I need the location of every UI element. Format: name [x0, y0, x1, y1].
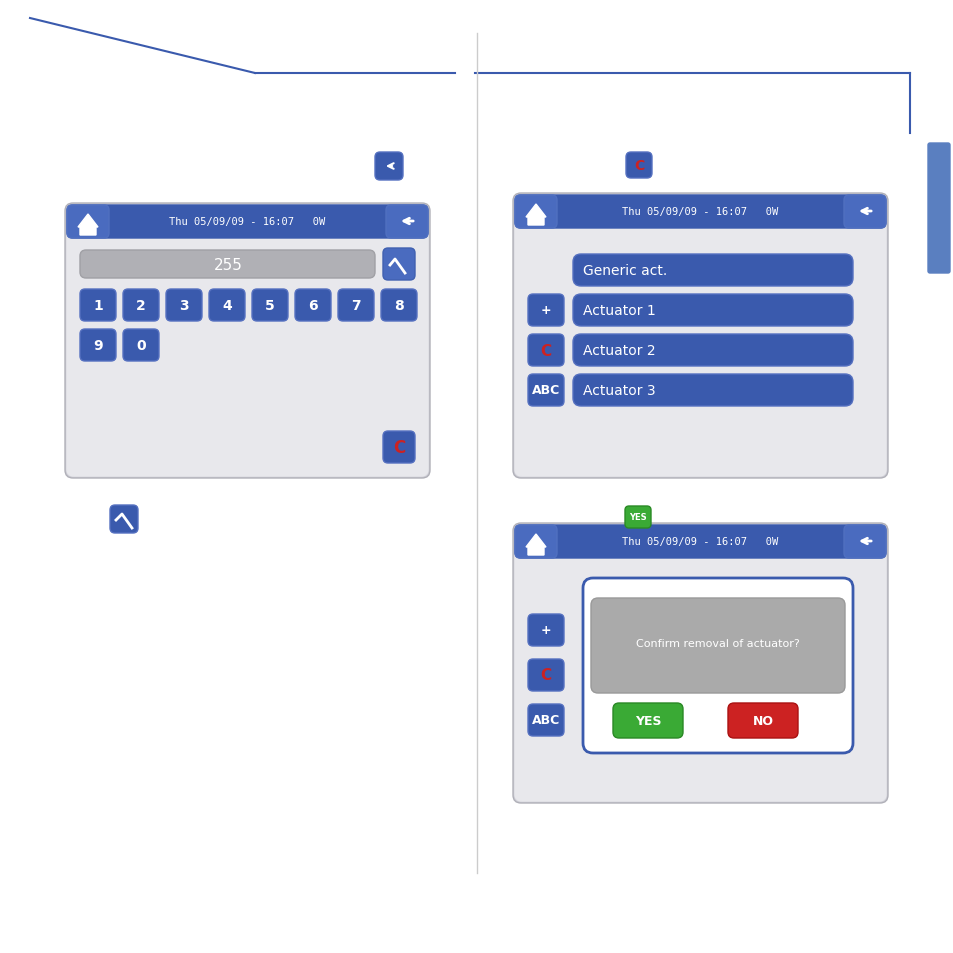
Text: 1: 1 — [93, 298, 103, 313]
Text: 8: 8 — [394, 298, 403, 313]
Text: 3: 3 — [179, 298, 189, 313]
FancyBboxPatch shape — [515, 525, 557, 558]
FancyBboxPatch shape — [515, 195, 557, 229]
FancyBboxPatch shape — [209, 290, 245, 322]
FancyBboxPatch shape — [337, 290, 374, 322]
FancyBboxPatch shape — [80, 330, 116, 361]
Text: YES: YES — [629, 513, 646, 522]
FancyBboxPatch shape — [166, 290, 202, 322]
Text: C: C — [633, 159, 643, 172]
FancyBboxPatch shape — [123, 290, 159, 322]
FancyBboxPatch shape — [252, 290, 288, 322]
FancyBboxPatch shape — [380, 290, 416, 322]
FancyBboxPatch shape — [527, 659, 563, 691]
FancyBboxPatch shape — [80, 290, 116, 322]
Text: YES: YES — [634, 715, 660, 728]
Text: 4: 4 — [222, 298, 232, 313]
Polygon shape — [78, 214, 98, 235]
FancyBboxPatch shape — [727, 703, 797, 739]
FancyBboxPatch shape — [843, 525, 885, 558]
FancyBboxPatch shape — [573, 375, 852, 407]
FancyBboxPatch shape — [625, 152, 651, 179]
FancyBboxPatch shape — [515, 195, 885, 229]
Text: C: C — [393, 438, 405, 456]
FancyBboxPatch shape — [515, 525, 885, 801]
Text: NO: NO — [752, 715, 773, 728]
FancyBboxPatch shape — [65, 204, 430, 478]
Text: C: C — [539, 668, 551, 682]
Text: +: + — [540, 624, 551, 637]
FancyBboxPatch shape — [515, 195, 885, 476]
FancyBboxPatch shape — [573, 254, 852, 287]
FancyBboxPatch shape — [590, 598, 844, 693]
Polygon shape — [525, 535, 545, 556]
Text: +: + — [540, 304, 551, 317]
Text: 7: 7 — [351, 298, 360, 313]
FancyBboxPatch shape — [515, 525, 885, 558]
FancyBboxPatch shape — [67, 206, 428, 476]
Text: 255: 255 — [213, 257, 242, 273]
FancyBboxPatch shape — [80, 251, 375, 278]
FancyBboxPatch shape — [927, 144, 949, 274]
FancyBboxPatch shape — [110, 505, 138, 534]
Text: ABC: ABC — [532, 714, 559, 727]
FancyBboxPatch shape — [573, 294, 852, 327]
FancyBboxPatch shape — [382, 432, 415, 463]
Text: 5: 5 — [265, 298, 274, 313]
FancyBboxPatch shape — [123, 330, 159, 361]
Text: Actuator 1: Actuator 1 — [582, 304, 655, 317]
Text: Actuator 2: Actuator 2 — [582, 344, 655, 357]
Text: 9: 9 — [93, 338, 103, 353]
Text: Confirm removal of actuator?: Confirm removal of actuator? — [636, 639, 799, 648]
Text: C: C — [539, 343, 551, 358]
Text: ABC: ABC — [532, 384, 559, 397]
Polygon shape — [525, 205, 545, 226]
FancyBboxPatch shape — [513, 193, 887, 478]
FancyBboxPatch shape — [624, 506, 650, 529]
FancyBboxPatch shape — [513, 523, 887, 803]
Text: Thu 05/09/09 - 16:07   0W: Thu 05/09/09 - 16:07 0W — [170, 216, 325, 227]
FancyBboxPatch shape — [294, 290, 331, 322]
Text: Actuator 3: Actuator 3 — [582, 384, 655, 397]
FancyBboxPatch shape — [527, 294, 563, 327]
Text: 6: 6 — [308, 298, 317, 313]
Text: Thu 05/09/09 - 16:07   0W: Thu 05/09/09 - 16:07 0W — [621, 207, 778, 216]
FancyBboxPatch shape — [382, 249, 415, 281]
FancyBboxPatch shape — [573, 335, 852, 367]
Text: Generic act.: Generic act. — [582, 264, 666, 277]
FancyBboxPatch shape — [67, 206, 109, 239]
FancyBboxPatch shape — [527, 615, 563, 646]
FancyBboxPatch shape — [582, 578, 852, 753]
FancyBboxPatch shape — [375, 152, 402, 181]
FancyBboxPatch shape — [67, 206, 428, 239]
FancyBboxPatch shape — [613, 703, 682, 739]
FancyBboxPatch shape — [527, 375, 563, 407]
FancyBboxPatch shape — [527, 335, 563, 367]
FancyBboxPatch shape — [843, 195, 885, 229]
Text: 2: 2 — [136, 298, 146, 313]
FancyBboxPatch shape — [527, 704, 563, 737]
Text: 0: 0 — [136, 338, 146, 353]
FancyBboxPatch shape — [386, 206, 428, 239]
Text: Thu 05/09/09 - 16:07   0W: Thu 05/09/09 - 16:07 0W — [621, 537, 778, 546]
